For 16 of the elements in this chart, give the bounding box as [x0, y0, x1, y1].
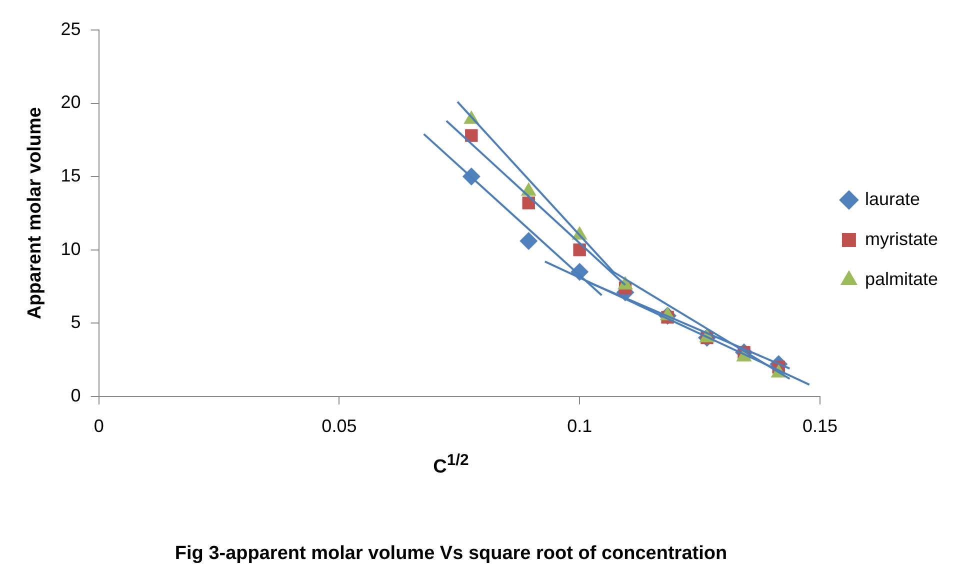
legend-label: palmitate [864, 268, 938, 289]
y-tick-label: 25 [60, 18, 81, 39]
y-axis-title: Apparent molar volume [24, 107, 46, 320]
legend-label: myristate [864, 228, 938, 249]
y-tick-label: 5 [70, 312, 81, 332]
caption: Fig 3-apparent molar volume Vs square root of concentration [174, 543, 728, 565]
x-tick-label: 0 [94, 416, 104, 436]
x-tick-label: 0.1 [567, 416, 592, 436]
y-tick-label: 20 [60, 92, 81, 112]
y-tick-label: 10 [60, 238, 81, 259]
y-tick-label: 15 [60, 166, 81, 186]
legend-label: laurate [864, 188, 920, 209]
x-tick-label: 0.05 [322, 416, 357, 436]
y-tick-label: 0 [70, 385, 81, 406]
x-axis-title: C$^{1/2}$ [432, 452, 470, 478]
x-tick-label: 0.15 [802, 416, 838, 436]
